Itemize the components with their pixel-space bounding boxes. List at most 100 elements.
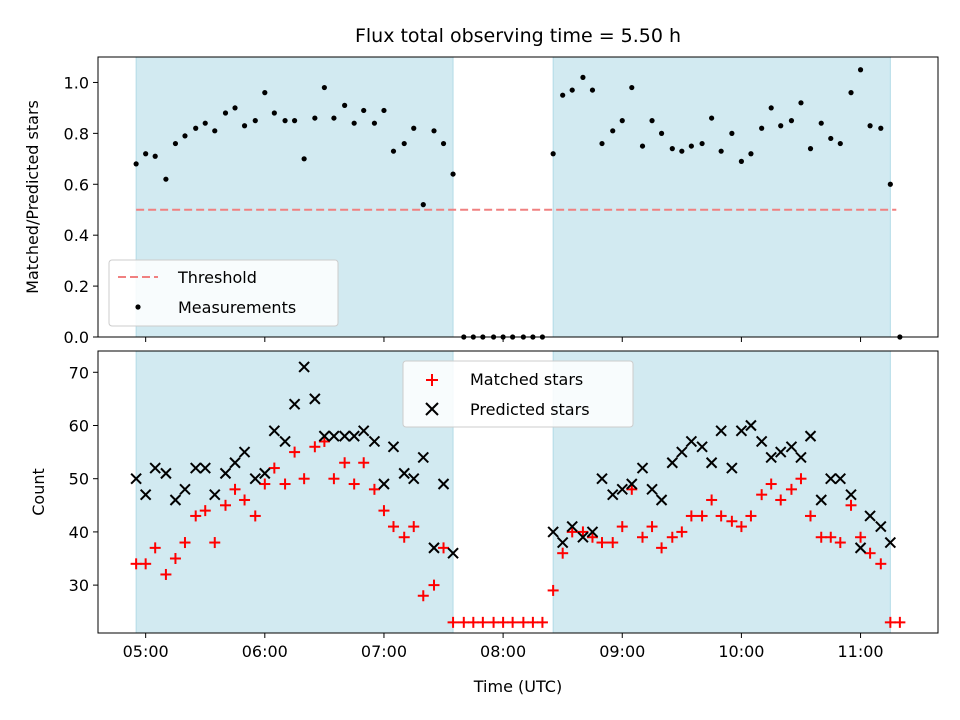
measurement-point (788, 118, 795, 124)
measurement-point (282, 118, 288, 124)
predicted-star-point (666, 457, 679, 469)
ratio-panel-frame (97, 56, 939, 338)
matched-star-point (894, 616, 906, 628)
predicted-star-point (268, 425, 281, 437)
matched-star-point (199, 505, 211, 517)
matched-star-point (884, 616, 896, 628)
predicted-star-point (646, 483, 658, 496)
measurement-point (569, 87, 575, 93)
matched-star-point (577, 526, 589, 538)
predicted-star-point (696, 441, 708, 453)
matched-star-point (398, 531, 410, 543)
predicted-star-point (875, 520, 887, 533)
predicted-star-point (417, 451, 429, 464)
measurement-point (232, 105, 238, 111)
y-tick-label: 60 (69, 416, 89, 435)
measurement-point (768, 105, 774, 111)
matched-star-point (517, 616, 529, 628)
matched-star-point (477, 616, 489, 628)
matched-star-point (130, 558, 142, 570)
measurement-point (669, 146, 675, 152)
measurement-point (301, 156, 307, 162)
matched-star-point (646, 521, 658, 533)
y-tick-label: 1.0 (64, 73, 89, 92)
predicted-star-point (387, 441, 400, 453)
predicted-star-point (249, 472, 261, 485)
matched-star-point (775, 494, 787, 506)
predicted-star-point (607, 488, 619, 501)
measurement-point (748, 151, 754, 157)
matched-star-point (756, 489, 768, 501)
measurement-point (550, 151, 556, 157)
measurement-point (202, 120, 208, 126)
predicted-star-point (834, 472, 847, 485)
predicted-star-point (219, 467, 232, 480)
y-tick-label: 30 (69, 576, 89, 595)
measurement-point (679, 148, 685, 154)
measurement-point (371, 120, 378, 126)
measurement-point (312, 115, 318, 121)
measurement-point (639, 143, 646, 149)
y-tick-label: 0.0 (64, 328, 89, 347)
measurement-point (411, 125, 417, 131)
predicted-star-point (259, 467, 271, 480)
predicted-star-point (775, 446, 787, 458)
measurement-point (361, 107, 367, 114)
measurement-point (629, 84, 635, 91)
ratio-legend-box (108, 259, 339, 327)
matched-star-point (855, 531, 867, 543)
measurement-point (390, 148, 397, 154)
measurement-point (440, 140, 447, 147)
predicted-star-point (765, 451, 777, 464)
measurement-point (759, 125, 765, 131)
predicted-star-point (577, 531, 589, 543)
measurements-legend-swatch (135, 304, 141, 310)
predicted-star-point (298, 361, 310, 373)
predicted-star-point (854, 542, 867, 554)
predicted-star-point (715, 425, 727, 437)
matched-star-point (488, 616, 500, 628)
predicted-star-point (685, 435, 698, 448)
matched-star-point (309, 441, 321, 453)
matched-star-point (815, 531, 827, 543)
matched-star-point (607, 537, 619, 549)
predicted-star-point (357, 425, 370, 437)
predicted-star-point (398, 467, 410, 480)
matched-star-point (209, 537, 221, 549)
predicted-star-point (755, 435, 768, 448)
matched-star-point (536, 616, 548, 628)
count-legend: Matched stars Predicted stars (402, 360, 634, 428)
matched-star-point (318, 435, 330, 447)
x-tick-label: 06:00 (242, 642, 288, 661)
measurement-point (172, 140, 179, 147)
measurement-point (262, 90, 268, 96)
x-tick-label: 11:00 (837, 642, 883, 661)
matched-star-point (875, 558, 887, 570)
matched-star-point (637, 531, 649, 543)
predicted-star-point (328, 430, 340, 442)
predicted-star-point (169, 494, 182, 506)
predicted-star-point (864, 510, 876, 522)
predicted-star-point (130, 472, 142, 485)
measurements-legend-label: Measurements (178, 298, 296, 317)
measurement-point (589, 87, 596, 93)
ratio-legend: Threshold Measurements (108, 259, 339, 327)
series-matched-stars (130, 435, 906, 628)
measurement-point (837, 140, 843, 147)
measurement-point (887, 181, 893, 187)
predicted-star-point (189, 462, 202, 474)
matched-star-point (249, 510, 261, 522)
matched-star-point (507, 616, 519, 628)
matched-star-point (726, 515, 738, 527)
matched-star-point (666, 531, 678, 543)
matched-star-point (408, 521, 420, 533)
predicted-star-point (160, 467, 172, 480)
measurement-point (252, 118, 258, 124)
measurement-point (878, 125, 884, 131)
matched-legend-swatch (426, 374, 438, 386)
predicted-star-point (795, 451, 807, 464)
x-axis-label: Time (UTC) (473, 677, 562, 696)
series-predicted-stars (130, 361, 897, 559)
y-tick-label: 0.6 (64, 175, 89, 194)
